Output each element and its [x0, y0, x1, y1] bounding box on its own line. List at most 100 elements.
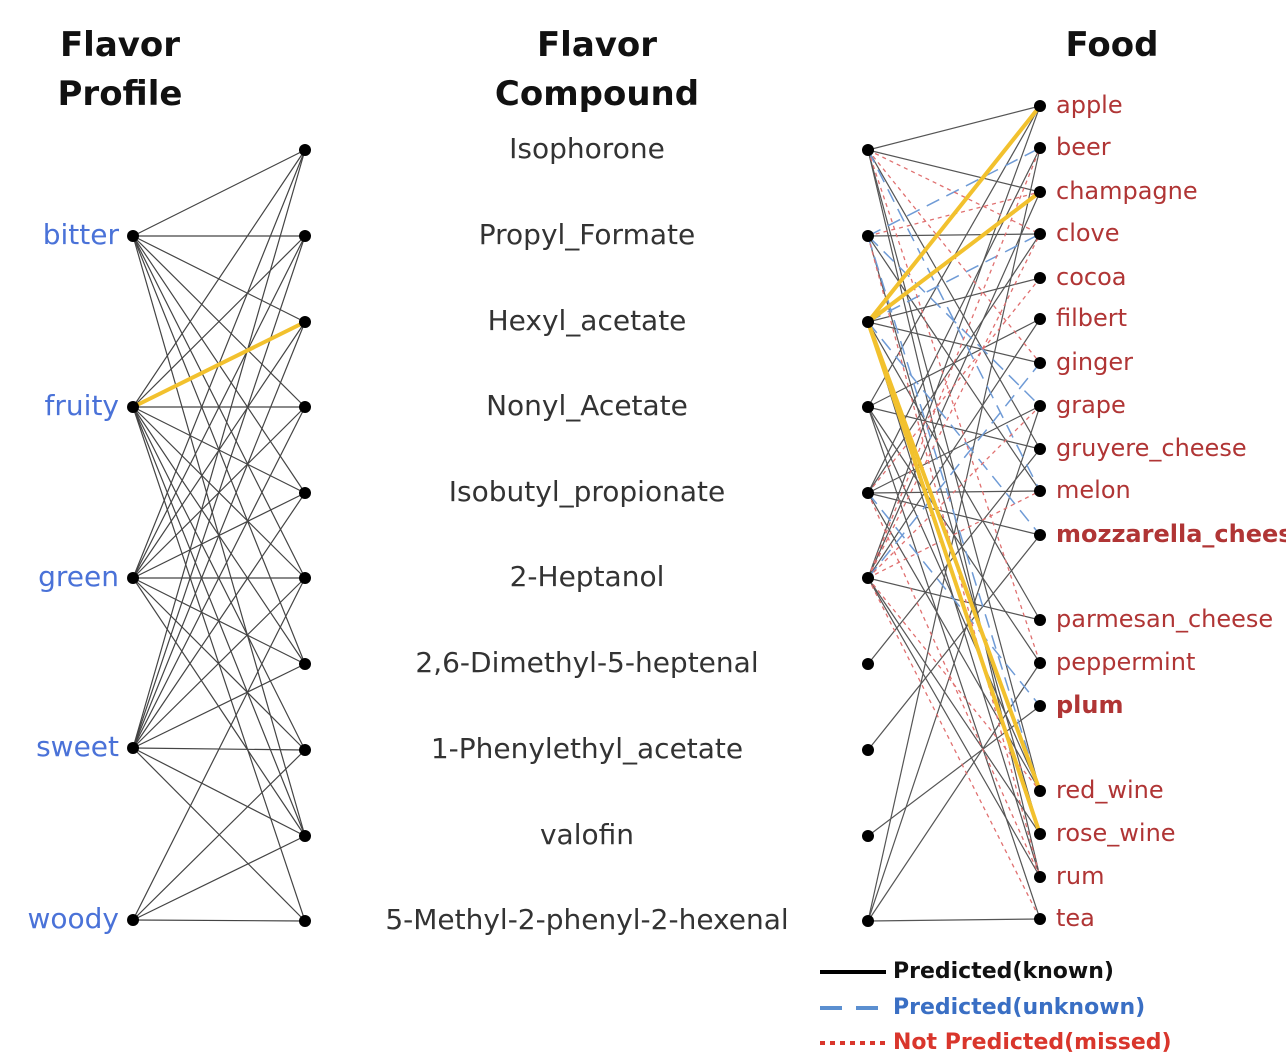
edge — [132, 321, 306, 749]
node — [862, 487, 874, 499]
edge — [132, 749, 306, 921]
edge-missed — [867, 577, 1041, 920]
compound-label: 2,6-Dimethyl-5-heptenal — [415, 646, 758, 679]
edge-unknown — [867, 492, 1041, 707]
edge — [132, 149, 306, 237]
edge-missed — [867, 490, 1041, 579]
legend-label: Not Predicted(missed) — [893, 1030, 1172, 1055]
edge — [867, 233, 1041, 494]
food-label: parmesan_cheese — [1056, 605, 1273, 633]
node — [1034, 400, 1046, 412]
node — [299, 572, 311, 584]
node — [862, 915, 874, 927]
food-label: ginger — [1056, 348, 1133, 376]
food-label: clove — [1056, 219, 1120, 247]
food-label: plum — [1056, 691, 1124, 719]
header: Flavor — [60, 25, 180, 65]
legend-label: Predicted(unknown) — [893, 995, 1145, 1020]
nodes — [127, 100, 1046, 927]
node — [1034, 871, 1046, 883]
node — [862, 572, 874, 584]
food-label: red_wine — [1056, 776, 1164, 804]
food-label: melon — [1056, 476, 1131, 504]
edge-highlight — [866, 321, 1042, 835]
edge — [132, 149, 306, 408]
node — [1034, 785, 1046, 797]
food-label: beer — [1056, 133, 1111, 161]
compound-label: Isophorone — [509, 132, 665, 165]
edge — [132, 577, 306, 837]
node — [1034, 313, 1046, 325]
profile-label: green — [38, 560, 119, 593]
food-label: apple — [1056, 91, 1123, 119]
edge-missed — [867, 233, 1041, 579]
node — [299, 915, 311, 927]
profile-label: sweet — [36, 730, 119, 763]
node — [1034, 700, 1046, 712]
edge — [132, 577, 306, 921]
highlight-edges — [132, 104, 1042, 835]
header: Food — [1066, 25, 1159, 65]
compound-label: Propyl_Formate — [479, 218, 695, 251]
edge-missed — [867, 147, 1041, 579]
edge-highlight — [132, 320, 306, 409]
edge — [132, 663, 306, 749]
node — [1034, 614, 1046, 626]
edge — [132, 919, 306, 922]
node — [127, 572, 139, 584]
edge-unknown — [867, 235, 1041, 407]
compound-label: 5-Methyl-2-phenyl-2-hexenal — [385, 903, 788, 936]
food-label: gruyere_cheese — [1056, 434, 1247, 462]
node — [1034, 142, 1046, 154]
edge — [132, 747, 306, 837]
edge — [867, 405, 1041, 922]
profile-label: bitter — [43, 218, 120, 251]
edge — [132, 235, 306, 579]
node — [1034, 272, 1046, 284]
profile-label: woody — [27, 902, 119, 935]
node — [862, 830, 874, 842]
edge-highlight — [866, 321, 1042, 792]
food-label: grape — [1056, 391, 1126, 419]
node — [299, 744, 311, 756]
edge — [867, 577, 1041, 878]
node — [862, 401, 874, 413]
compound-label: 2-Heptanol — [510, 560, 665, 593]
node — [1034, 913, 1046, 925]
header: Compound — [495, 74, 699, 114]
edge-unknown — [867, 362, 1041, 579]
edges — [132, 105, 1041, 922]
node — [1034, 443, 1046, 455]
edge — [132, 577, 306, 751]
edge — [867, 577, 1041, 835]
edge — [867, 105, 1041, 579]
edge — [867, 918, 1041, 922]
edge-highlight — [866, 104, 1042, 324]
compound-label: 1-Phenylethyl_acetate — [431, 732, 743, 765]
food-label: rose_wine — [1056, 819, 1176, 847]
header: Flavor — [537, 25, 657, 65]
edge — [867, 233, 1041, 237]
edge — [867, 662, 1041, 922]
node — [299, 230, 311, 242]
node — [299, 658, 311, 670]
edge — [132, 235, 306, 749]
food-label: champagne — [1056, 177, 1198, 205]
node — [127, 742, 139, 754]
food-label: peppermint — [1056, 648, 1195, 676]
food-label: cocoa — [1056, 263, 1126, 291]
edge-missed — [867, 405, 1041, 579]
compound-label: Hexyl_acetate — [488, 304, 687, 337]
food-label: rum — [1056, 862, 1104, 890]
edge-missed — [867, 492, 1041, 878]
edge-unknown — [867, 235, 1041, 792]
edge — [867, 105, 1041, 151]
node — [299, 316, 311, 328]
edge — [867, 277, 1041, 323]
compound-label: Isobutyl_propionate — [449, 475, 725, 508]
edge — [867, 318, 1041, 579]
node — [1034, 529, 1046, 541]
profile-label: fruity — [45, 389, 119, 422]
node — [127, 401, 139, 413]
